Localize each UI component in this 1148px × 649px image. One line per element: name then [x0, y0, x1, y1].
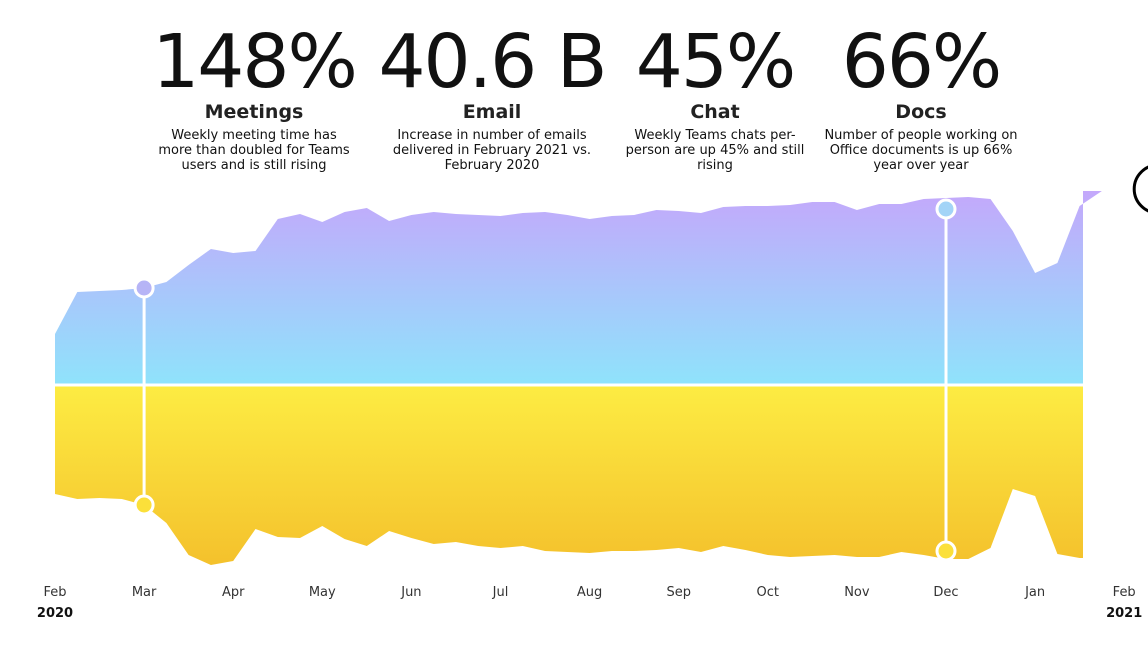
- marker-dot-upper[interactable]: [133, 277, 155, 299]
- x-tick-label: Nov: [844, 585, 870, 600]
- stat-name: Meetings: [204, 101, 304, 123]
- stat-value: 66%: [841, 19, 1002, 105]
- stat-email: 40.6 B Email Increase in number of email…: [377, 22, 607, 173]
- stat-chat: 45% Chat Weekly Teams chats per-person a…: [600, 22, 830, 173]
- stat-meetings: 148% Meetings Weekly meeting time has mo…: [139, 22, 369, 173]
- upper-area: [55, 191, 1102, 385]
- x-tick-label: Oct: [757, 585, 779, 600]
- marker-dot-lower[interactable]: [133, 494, 155, 516]
- stat-description: Number of people working on Office docum…: [824, 128, 1018, 173]
- x-tick-label: Aug: [577, 585, 602, 600]
- x-tick-label: Sep: [666, 585, 691, 600]
- x-tick-label: Mar: [132, 585, 157, 600]
- x-tick-label: May: [309, 585, 336, 600]
- marker-dot-lower[interactable]: [935, 540, 957, 562]
- x-tick-label: Jun: [400, 585, 421, 600]
- highlight-ring-icon[interactable]: [1132, 165, 1148, 213]
- stat-description: Weekly Teams chats per-person are up 45%…: [625, 128, 805, 173]
- stat-description: Increase in number of emails delivered i…: [392, 128, 592, 173]
- lower-area: [55, 385, 1102, 565]
- stat-name: Email: [462, 101, 522, 123]
- stat-name: Chat: [690, 101, 740, 123]
- stat-description: Weekly meeting time has more than double…: [158, 128, 350, 173]
- stat-name: Docs: [895, 101, 947, 123]
- x-tick-label: Jul: [492, 585, 509, 600]
- x-tick-label: Feb: [43, 585, 66, 600]
- x-tick-label: Feb: [1113, 585, 1136, 600]
- x-tick-label: Dec: [933, 585, 958, 600]
- stat-docs: 66% Docs Number of people working on Off…: [806, 22, 1036, 173]
- stat-value: 45%: [635, 19, 796, 105]
- stat-value: 40.6 B: [378, 19, 607, 105]
- x-tick-label: Apr: [222, 585, 245, 600]
- x-tick-label: Jan: [1024, 585, 1045, 600]
- year-label-start: 2020: [37, 606, 73, 621]
- year-label-end: 2021: [1106, 606, 1142, 621]
- marker-dot-upper[interactable]: [935, 198, 957, 220]
- stat-value: 148%: [152, 19, 358, 105]
